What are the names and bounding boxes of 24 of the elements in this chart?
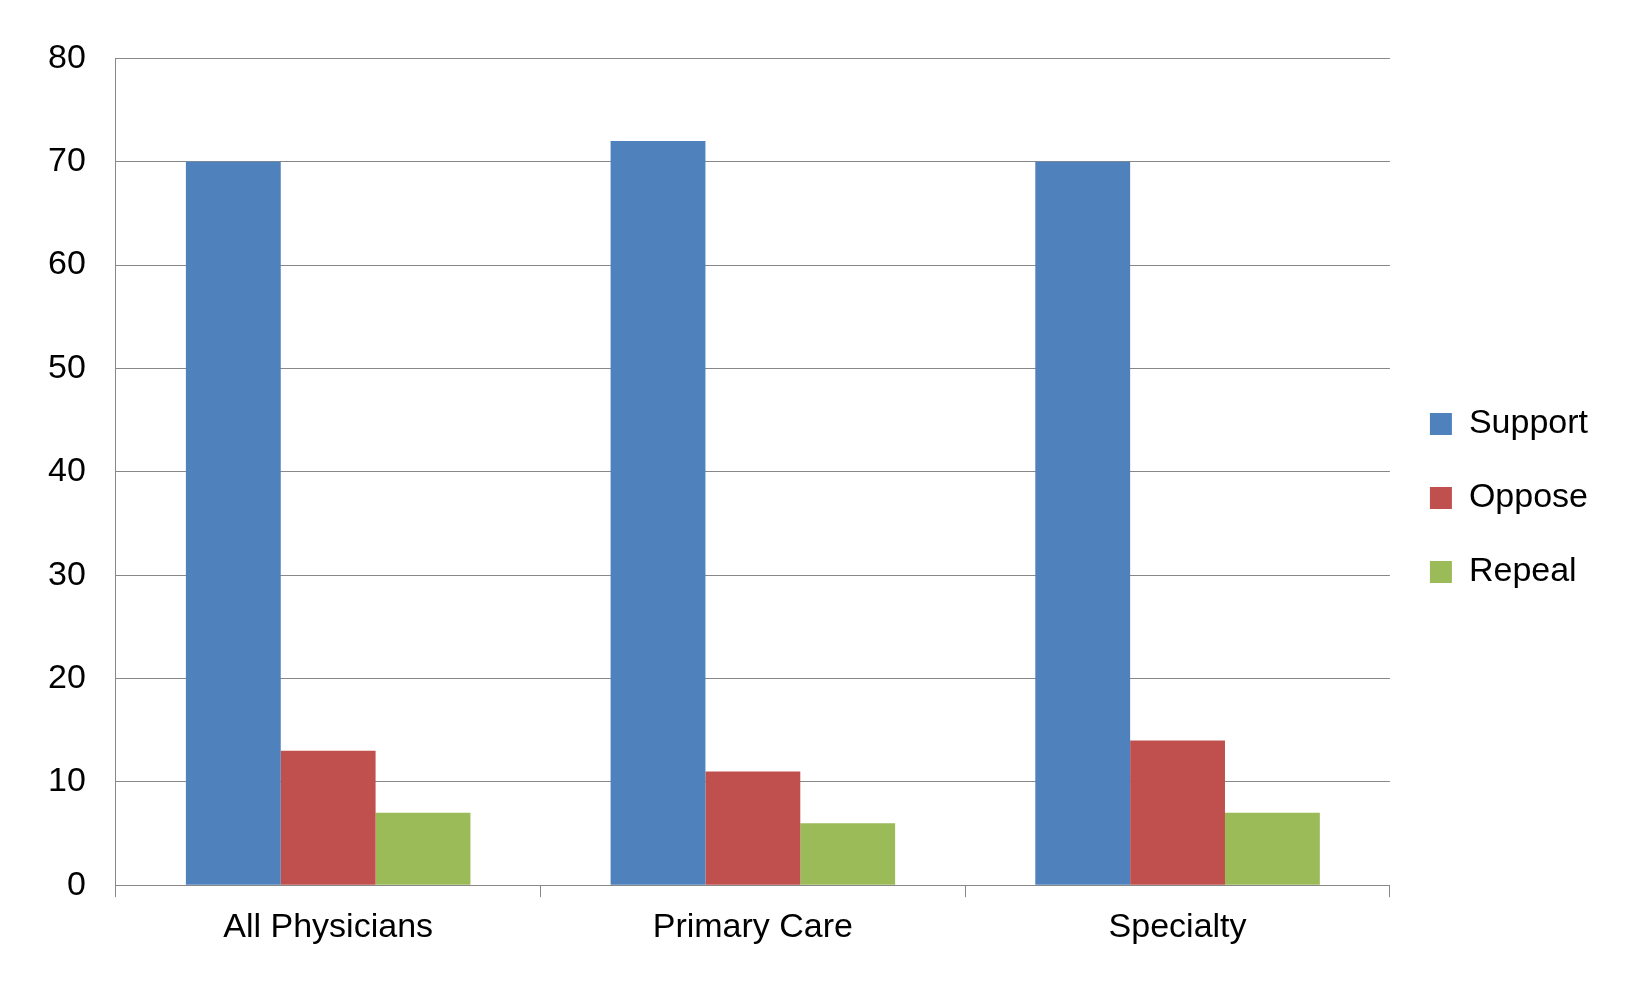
legend-label: Support	[1468, 402, 1589, 441]
y-tick-label: 50	[47, 346, 86, 385]
legend-label: Repeal	[1468, 550, 1577, 589]
y-tick-label: 70	[47, 140, 86, 179]
y-tick-label: 60	[47, 243, 86, 282]
bar	[610, 141, 706, 885]
y-tick-label: 30	[47, 553, 86, 592]
bar	[185, 161, 281, 885]
x-tick-label: Primary Care	[652, 905, 853, 944]
x-tick-label: Specialty	[1108, 905, 1247, 944]
x-tick-label: All Physicians	[223, 905, 434, 944]
y-tick-label: 10	[47, 760, 86, 799]
bar	[705, 771, 801, 885]
bar	[1224, 812, 1320, 885]
legend-label: Oppose	[1468, 476, 1589, 515]
bar	[1130, 740, 1225, 885]
y-tick-label: 0	[66, 863, 86, 902]
y-tick-label: 40	[47, 450, 86, 489]
bar	[375, 812, 471, 885]
bar	[280, 750, 376, 885]
y-tick-label: 20	[47, 656, 86, 695]
bar	[800, 823, 896, 885]
bar	[1035, 161, 1131, 885]
y-tick-label: 80	[47, 36, 86, 75]
